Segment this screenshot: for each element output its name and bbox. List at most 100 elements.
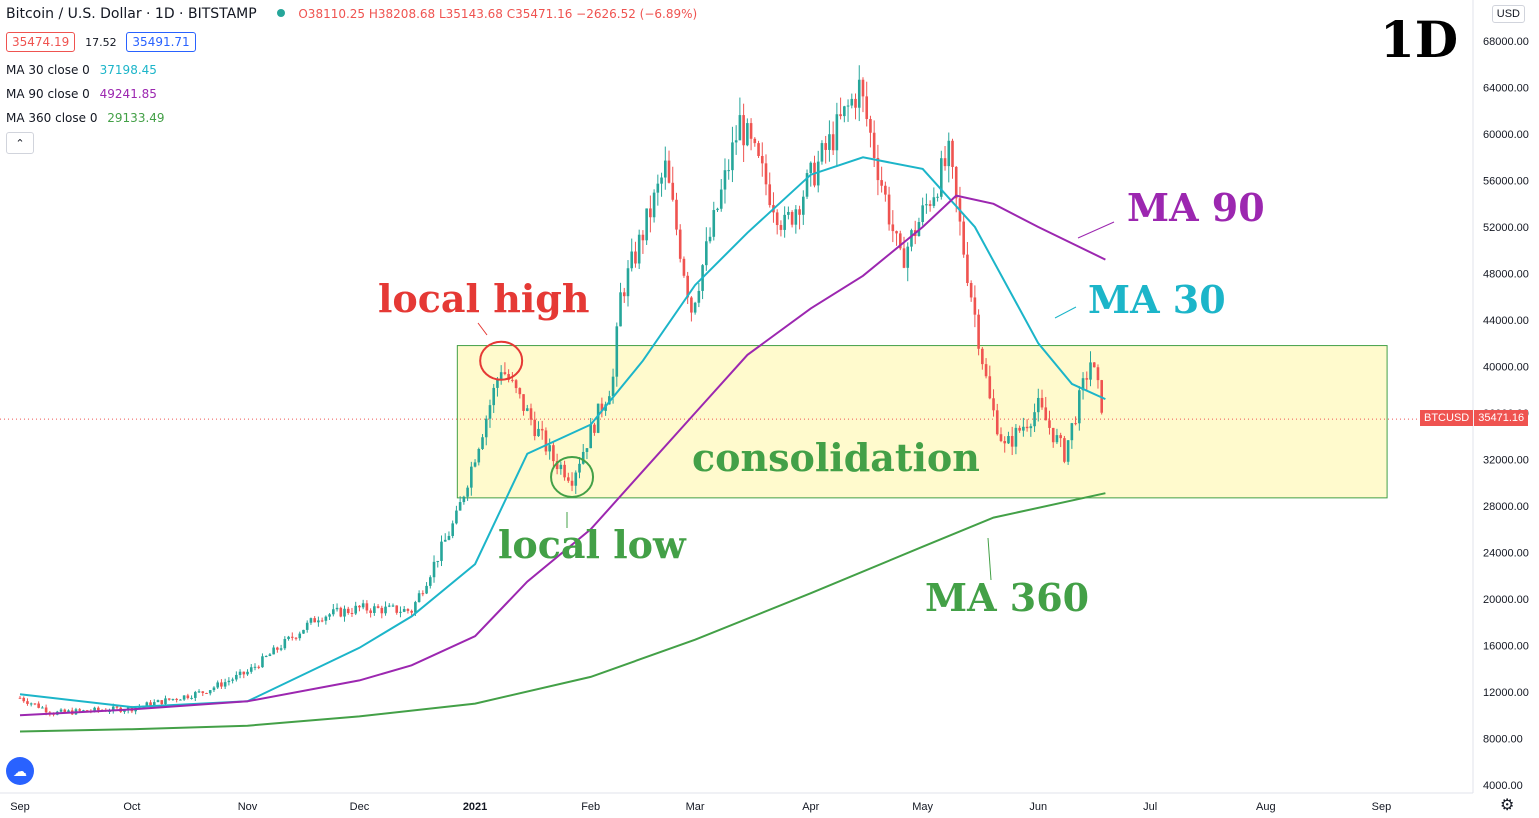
candle-body — [857, 79, 861, 108]
candle-body — [481, 437, 484, 449]
candle-body — [861, 79, 865, 97]
candle-body — [626, 268, 630, 297]
symbol-title[interactable]: Bitcoin / U.S. Dollar · 1D · BITSTAMP — [6, 6, 257, 22]
candle-body — [190, 697, 193, 699]
ma30-label: MA 30 — [1088, 277, 1226, 322]
candle-body — [499, 372, 503, 380]
candle-body — [391, 605, 395, 607]
candle-body — [276, 647, 279, 650]
candle-body — [723, 170, 727, 190]
chevron-up-icon: ⌃ — [15, 137, 25, 150]
x-tick-label: Jun — [1029, 801, 1047, 813]
indicator-ma30[interactable]: MA 30 close 0 37198.45 — [6, 63, 157, 77]
candle-body — [22, 697, 26, 702]
candle-body — [443, 539, 447, 542]
candle-body — [686, 275, 689, 298]
candle-body — [384, 606, 387, 614]
candle-body — [954, 166, 958, 199]
candle-body — [257, 666, 261, 668]
candle-body — [171, 698, 175, 700]
candle-body — [522, 394, 525, 411]
candle-body — [966, 254, 969, 283]
candle-body — [1003, 441, 1007, 444]
candle-body — [97, 707, 100, 711]
candle-body — [854, 98, 857, 108]
candle-body — [824, 143, 827, 150]
candle-body — [268, 654, 272, 657]
candle-body — [712, 210, 716, 237]
ma-line-ma90 — [19, 194, 1106, 717]
indicator-ma90[interactable]: MA 90 close 0 49241.85 — [6, 87, 157, 101]
candle-body — [328, 614, 331, 617]
indicator-label: MA 360 close 0 — [6, 111, 98, 125]
candle-body — [429, 577, 432, 586]
ask-price[interactable]: 35491.71 — [126, 32, 196, 52]
candle-body — [969, 282, 973, 298]
candle-body — [574, 472, 578, 486]
candle-body — [992, 398, 995, 411]
candle-body — [593, 424, 596, 433]
candle-body — [619, 292, 622, 327]
candle-body — [152, 702, 156, 707]
x-tick-label: Mar — [686, 801, 705, 813]
candle-body — [600, 403, 604, 411]
candle-body — [1074, 423, 1077, 425]
candle-body — [253, 666, 257, 668]
candle-body — [484, 418, 488, 438]
tradingview-logo-icon[interactable]: ☁ — [6, 757, 34, 785]
candle-body — [458, 502, 462, 511]
candle-body — [798, 209, 801, 215]
candle-body — [238, 671, 242, 675]
candle-body — [317, 620, 320, 623]
candle-body — [507, 374, 510, 380]
x-tick-label: 2021 — [463, 801, 487, 813]
candle-body — [1029, 426, 1033, 429]
candle-body — [637, 234, 641, 264]
local-low-circle — [550, 455, 595, 498]
candle-body — [768, 184, 772, 206]
candle-body — [115, 706, 119, 708]
bid-price[interactable]: 35474.19 — [6, 32, 76, 52]
candle-body — [432, 561, 436, 578]
candle-body — [205, 692, 208, 694]
collapse-legend-button[interactable]: ⌃ — [6, 132, 34, 154]
candle-body — [26, 701, 29, 704]
y-tick-label: 24000.00 — [1483, 548, 1529, 560]
indicator-ma360[interactable]: MA 360 close 0 29133.49 — [6, 111, 165, 125]
gear-icon[interactable]: ⚙ — [1500, 797, 1515, 814]
candle-body — [760, 155, 764, 164]
candle-body — [201, 691, 205, 693]
candle-body — [365, 603, 369, 611]
candle-body — [656, 183, 660, 193]
candle-body — [872, 132, 876, 158]
candle-body — [477, 448, 481, 463]
candle-body — [305, 622, 309, 630]
candle-body — [764, 163, 768, 185]
candle-body — [85, 710, 89, 712]
candle-body — [820, 143, 824, 162]
indicator-label: MA 90 close 0 — [6, 87, 90, 101]
candle-body — [585, 448, 589, 452]
ma360-pointer — [987, 537, 992, 581]
candle-body — [1070, 423, 1074, 441]
candle-body — [59, 709, 63, 712]
candle-body — [145, 702, 149, 706]
candle-body — [567, 477, 570, 481]
timeframe-badge: 1D — [1380, 10, 1459, 69]
candle-body — [264, 656, 268, 658]
candle-body — [794, 209, 798, 225]
candle-body — [350, 612, 354, 614]
candle-body — [708, 236, 712, 242]
candle-body — [947, 140, 951, 167]
candle-body — [313, 618, 316, 623]
candle-body — [682, 258, 686, 276]
candle-body — [37, 703, 40, 708]
candle-body — [962, 221, 965, 255]
candle-body — [290, 636, 294, 638]
candle-body — [335, 607, 339, 610]
candle-body — [380, 607, 384, 614]
candle-body — [272, 647, 275, 655]
currency-button[interactable]: USD — [1491, 5, 1525, 23]
candle-body — [910, 230, 913, 247]
